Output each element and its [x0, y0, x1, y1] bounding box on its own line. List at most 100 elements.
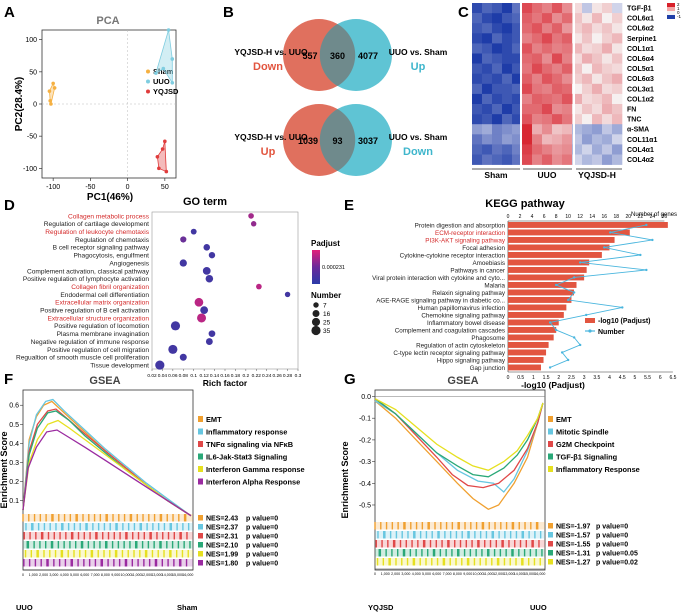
- heatmap-cell: [582, 33, 593, 44]
- kegg-pathway-label: Regulation of actin cytoskeleton: [416, 342, 505, 349]
- heatmap-cell: [602, 124, 613, 135]
- kegg-number-point: [603, 246, 606, 249]
- kegg-bar: [508, 312, 564, 318]
- go-term-label: Collagen fibril organization: [71, 284, 149, 291]
- heatmap-cell: [512, 83, 523, 95]
- gsea-f-xtick-label: 2,000: [39, 573, 48, 577]
- go-term-label: Positive regulation of B cell activation: [40, 308, 149, 315]
- heatmap-cell: [542, 154, 553, 165]
- heatmap-cell: [472, 63, 483, 74]
- kegg-pathway-label: Relaxin signaling pathway: [432, 290, 506, 297]
- go-dot: [197, 313, 207, 323]
- heatmap-cell: [592, 63, 603, 74]
- kegg-bar: [508, 229, 630, 236]
- heatmap-cell: [572, 124, 583, 135]
- kegg-bar: [508, 259, 590, 266]
- heatmap-cell: [592, 114, 603, 125]
- heatmap-cell: [552, 154, 563, 165]
- heatmap-cell: [602, 23, 613, 34]
- heatmap-cell: [562, 43, 573, 54]
- gsea-g-xtick-label: 3,000: [401, 572, 410, 576]
- heatmap-cell: [572, 93, 583, 105]
- kegg-number-point: [621, 306, 624, 309]
- kegg-pathway-label: Amoebiasis: [472, 260, 505, 267]
- pca-ytick-label: -50: [27, 134, 37, 141]
- kegg-number-point: [548, 366, 552, 369]
- kegg-bar: [508, 237, 615, 243]
- go-term-label: Extracellular matrix organization: [55, 300, 149, 307]
- go-xtick-label: 0.22: [252, 373, 262, 379]
- gsea-g-ytick-label: -0.5: [359, 502, 371, 509]
- kegg-pathway-label: AGE-RAGE signaling pathway in diabetic c…: [376, 297, 505, 304]
- kegg-pathway-label: ECM-receptor interaction: [435, 230, 505, 237]
- kegg-number-point: [645, 268, 648, 272]
- heatmap-cell: [522, 114, 533, 125]
- go-xtick-label: 0.02: [147, 373, 157, 379]
- gsea-f-xtick-label: 16,000: [182, 573, 193, 577]
- heatmap-cell: [572, 154, 583, 165]
- gsea-f-legend-swatch: [198, 441, 203, 447]
- heatmap-cell: [472, 83, 483, 95]
- go-legend-padj-title: Padjust: [311, 239, 340, 248]
- gsea-f-xtick-label: 6,000: [80, 573, 89, 577]
- gsea-g-ylabel: Enrichment Score: [340, 441, 350, 518]
- heatmap-cell: [502, 114, 513, 125]
- gsea-f-stat-nes: NES=1.99: [206, 552, 238, 559]
- kegg-number-line: [549, 224, 653, 368]
- heatmap-cell: [532, 93, 543, 105]
- heatmap-cell: [612, 134, 623, 145]
- heatmap-cell: [552, 83, 563, 95]
- heatmap-cell: [512, 53, 523, 64]
- gsea-f-legend-label: Interferon Gamma response: [206, 465, 305, 474]
- heatmap-cell: [472, 23, 483, 34]
- go-term-label: Regualtion of smooth muscle cell prolife…: [16, 355, 149, 362]
- gsea-g-legend-label: EMT: [556, 415, 572, 424]
- heatmap-cell: [502, 93, 513, 105]
- pca-xtick-label: -100: [46, 184, 60, 191]
- heatmap-cell: [522, 93, 533, 105]
- heatmap-cell: [592, 43, 603, 54]
- heatmap-cell: [492, 13, 503, 24]
- kegg-bar: [508, 222, 668, 228]
- heatmap-row-label: FN: [627, 107, 636, 114]
- heatmap-cell: [482, 53, 493, 64]
- heatmap-cell: [492, 93, 503, 105]
- go-xtick-label: 0.24: [262, 373, 272, 379]
- heatmap-cell: [552, 63, 563, 74]
- gsea-g-x-left: YQJSD: [368, 603, 394, 612]
- gsea-f-stat-pvalue: p value=0: [246, 516, 278, 523]
- heatmap-cell: [512, 23, 523, 34]
- gsea-f-hit-strip: [23, 523, 193, 531]
- go-xtick-label: 0.26: [272, 373, 282, 379]
- kegg-top-tick-label: 22: [638, 214, 644, 220]
- heatmap-cell: [562, 3, 573, 14]
- kegg-bottom-tick-label: 4: [608, 375, 611, 381]
- heatmap-cell: [522, 23, 533, 34]
- gsea-f-legend-swatch: [198, 453, 203, 460]
- venn-1-overlap: [319, 24, 356, 86]
- heatmap-cell: [542, 3, 553, 14]
- gsea-g-curve: [374, 398, 544, 471]
- heatmap-row-label: COL4α2: [627, 157, 654, 164]
- venn-2-left-label: YQJSD-H vs. UUO: [234, 132, 308, 142]
- heatmap-cell: [482, 3, 493, 14]
- go-term-label: Phagocytosis, engulfment: [73, 253, 149, 260]
- gsea-f-legend-swatch: [198, 478, 203, 485]
- go-dot: [208, 251, 216, 259]
- kegg-number-point: [572, 291, 576, 294]
- heatmap-cell: [592, 93, 603, 105]
- heatmap-cell: [582, 104, 593, 115]
- go-legend-size-dot: [311, 325, 321, 336]
- pca-legend-label: YQJSD: [153, 87, 179, 96]
- panel-letter-g: G: [344, 371, 356, 388]
- heatmap-cell: [602, 93, 613, 105]
- pca-xtick-label: 50: [161, 184, 169, 191]
- panel-e-kegg: KEGG pathway Number of genes 0 2 4 6 8 10 12 14…: [372, 198, 677, 390]
- gsea-g-ytick-label: -0.4: [359, 481, 371, 488]
- go-term-label: Complement activation, classical pathway: [27, 268, 150, 275]
- gsea-g-stat-pvalue: p value=0: [596, 542, 628, 549]
- gsea-g-legend-label: Inflammatory Response: [556, 465, 640, 474]
- heatmap-cell: [532, 124, 543, 135]
- gsea-g-ytick-label: -0.3: [359, 459, 371, 466]
- kegg-bar: [508, 282, 577, 288]
